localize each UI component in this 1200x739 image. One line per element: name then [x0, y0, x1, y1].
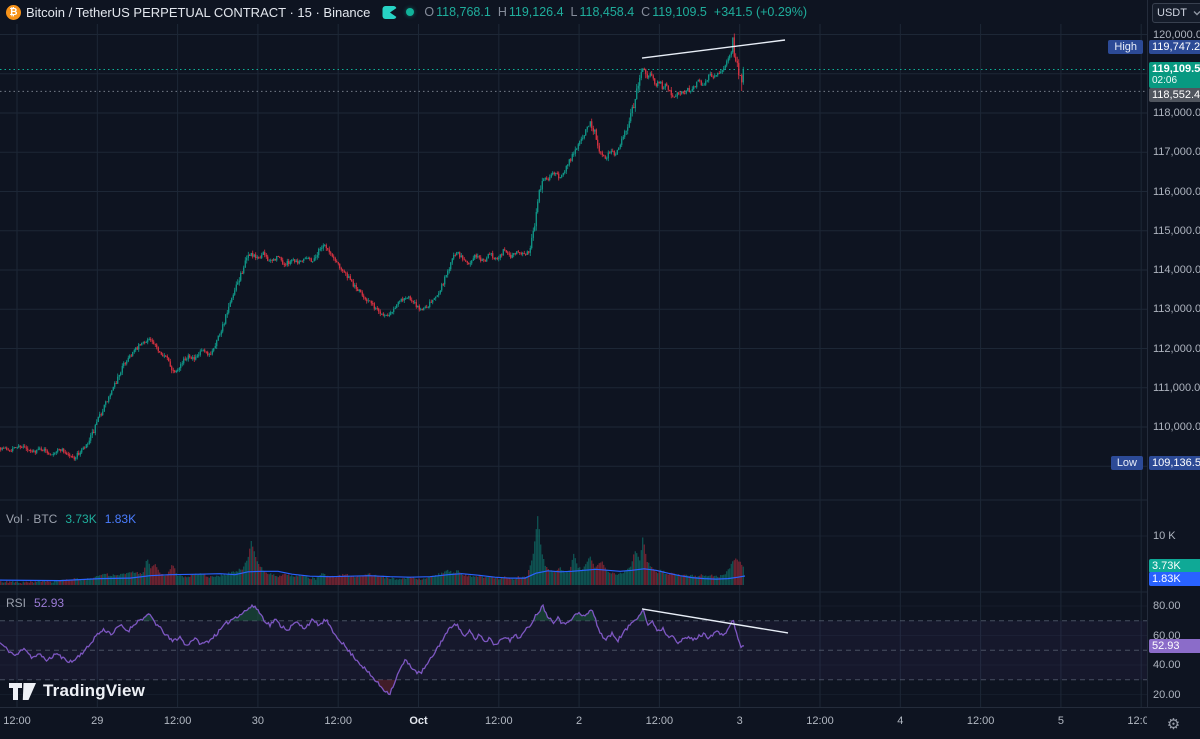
- market-open-dot: [406, 8, 415, 16]
- price-tick: 111,000.0: [1153, 381, 1200, 394]
- price-tick: 120,000.0: [1153, 28, 1200, 41]
- rsi-overbought-fill: [137, 613, 154, 621]
- time-label: 3: [736, 715, 743, 727]
- candles-style-icon[interactable]: [382, 5, 397, 20]
- ohlc-key: L: [570, 5, 578, 19]
- ohlc-value: 119,109.5: [652, 5, 707, 19]
- candle-wicks-down: [0, 33, 743, 461]
- time-label: 12:00: [3, 715, 31, 727]
- volume-tick: 10 K: [1153, 530, 1176, 542]
- prev-level-badge: 118,552.4: [1149, 88, 1200, 102]
- candle-bodies-up: [1, 37, 744, 460]
- candle-wicks-up: [1, 44, 744, 461]
- last-price-badge: 119,109.5 02:06: [1149, 62, 1200, 88]
- time-axis[interactable]: 12:00 29 12:00 30 12:00 Oct 12:00 2 12:00 3 12:00 4…: [0, 707, 1147, 739]
- ohlc-value: 119,126.4: [508, 5, 564, 19]
- rsi-value-badge: 52.93: [1149, 639, 1200, 653]
- time-label: 4: [897, 715, 904, 727]
- volume-pane-label[interactable]: Vol · BTC 3.73K 1.83K: [6, 512, 136, 526]
- volume-label-text: Vol · BTC: [6, 512, 58, 526]
- low-label-chip: Low: [1110, 456, 1143, 470]
- high-label-chip: High: [1108, 40, 1143, 54]
- tradingview-logo-icon: [9, 682, 36, 700]
- currency-selector-button[interactable]: USDT: [1152, 3, 1200, 23]
- price-axis[interactable]: USDT 120,000.0 118,000.0 117,000.0 116,000.…: [1147, 0, 1200, 707]
- rsi-line: [0, 603, 744, 696]
- volume-ma-line: [0, 568, 746, 582]
- chevron-down-icon: [1193, 11, 1200, 16]
- ohlc-key: C: [641, 5, 651, 19]
- volume-bars-up: [1, 516, 744, 585]
- axis-settings-corner: ⚙: [1147, 707, 1200, 739]
- price-tick: 115,000.0: [1153, 224, 1200, 237]
- chart-legend-bar[interactable]: ₿ Bitcoin / TetherUS PERPETUAL CONTRACT …: [0, 0, 1147, 24]
- price-tick: 118,000.0: [1153, 107, 1200, 119]
- price-tick: 112,000.0: [1153, 342, 1200, 355]
- rsi-pane-label[interactable]: RSI 52.93: [6, 596, 64, 610]
- time-label: 2: [576, 715, 583, 727]
- ohlc-values: O 118,768.1 H 119,126.4 L 118,458.4 C 119,109.5: [424, 5, 714, 19]
- high-value-badge: 119,747.2: [1149, 40, 1200, 54]
- volume-last-value: 1.83K: [104, 512, 137, 526]
- price-tick: 117,000.0: [1153, 146, 1200, 159]
- low-value-badge: 109,136.5: [1149, 456, 1200, 470]
- candle-bodies-down: [0, 37, 743, 460]
- tradingview-logo-text: TradingView: [43, 681, 146, 700]
- time-label: Oct: [409, 715, 428, 727]
- rsi-value: 52.93: [34, 596, 65, 610]
- rsi-tick: 80.00: [1153, 600, 1181, 612]
- time-label: 30: [251, 715, 265, 727]
- time-label: 12:00: [324, 715, 352, 727]
- time-label: 5: [1057, 715, 1064, 727]
- volume-bars-down: [0, 544, 743, 585]
- volume-last-badge: 1.83K: [1149, 572, 1200, 586]
- volume-ma-badge: 3.73K: [1149, 559, 1200, 573]
- last-price-value: 119,109.5: [1152, 63, 1200, 75]
- rsi-label-text: RSI: [6, 596, 27, 610]
- rsi-tick: 40.00: [1153, 659, 1181, 671]
- price-tick: 116,000.0: [1153, 185, 1200, 198]
- time-label: 12:00: [966, 715, 995, 727]
- bitcoin-icon: ₿: [6, 4, 21, 20]
- time-label: 12:00: [163, 715, 192, 727]
- price-change: +341.5 (+0.29%): [713, 5, 808, 19]
- time-label: 12:00: [645, 715, 674, 727]
- ohlc-value: 118,768.1: [436, 5, 491, 19]
- gear-icon[interactable]: ⚙: [1166, 715, 1181, 733]
- bar-countdown: 02:06: [1152, 75, 1178, 86]
- rsi-tick: 20.00: [1153, 688, 1181, 701]
- price-tick: 113,000.0: [1153, 303, 1200, 316]
- symbol-title[interactable]: Bitcoin / TetherUS PERPETUAL CONTRACT · …: [26, 4, 371, 20]
- price-trendline-drawing[interactable]: [641, 39, 786, 59]
- price-tick: 114,000.0: [1153, 264, 1200, 276]
- time-label: 12:00: [1127, 715, 1147, 727]
- rsi-overbought-fill: [634, 610, 647, 621]
- price-tick: 110,000.0: [1153, 421, 1200, 433]
- currency-label: USDT: [1157, 7, 1187, 19]
- ohlc-key: H: [497, 5, 507, 19]
- volume-ma-value: 3.73K: [65, 512, 97, 526]
- time-label: 29: [91, 715, 104, 727]
- tradingview-logo[interactable]: TradingView: [9, 681, 145, 701]
- rsi-tick: 60.00: [1153, 629, 1181, 642]
- ohlc-key: O: [424, 5, 435, 19]
- time-label: 12:00: [485, 715, 513, 727]
- ohlc-value: 118,458.4: [579, 5, 635, 19]
- time-label: 12:00: [806, 715, 834, 727]
- rsi-trendline-drawing[interactable]: [641, 608, 789, 634]
